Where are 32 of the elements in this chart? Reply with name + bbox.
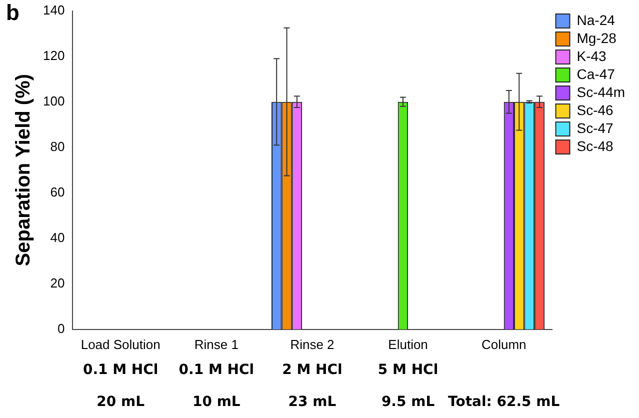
text: 20 mL bbox=[96, 394, 145, 410]
legend-label: K-43 bbox=[576, 48, 607, 64]
x-tick-label: Column bbox=[481, 336, 526, 352]
x-tick-label: Rinse 1 bbox=[194, 336, 238, 352]
text: 10 mL bbox=[192, 394, 240, 410]
y-tick-label: 60 bbox=[50, 184, 65, 200]
x-tick-label: Rinse 2 bbox=[290, 336, 334, 352]
y-tick-label: 100 bbox=[42, 93, 65, 108]
text: 2 M HCl bbox=[282, 362, 342, 378]
x-tick-label: Load Solution bbox=[80, 336, 160, 352]
y-tick-label: 20 bbox=[50, 275, 65, 290]
text: 5 M HCl bbox=[378, 362, 438, 378]
x-tick-label: Elution bbox=[388, 336, 428, 352]
legend-label: Mg-28 bbox=[576, 30, 617, 46]
text: 9.5 mL bbox=[381, 394, 435, 410]
legend-label: Sc-48 bbox=[576, 138, 614, 154]
legend-label: Sc-46 bbox=[576, 102, 614, 118]
legend-label: Ca-47 bbox=[576, 66, 616, 82]
legend-label: Sc-44m bbox=[576, 84, 625, 100]
legend-label: Sc-47 bbox=[576, 120, 614, 136]
y-tick-label: 120 bbox=[42, 48, 65, 63]
y-tick-label: 140 bbox=[42, 2, 65, 18]
chart-title: b bbox=[6, 0, 20, 26]
y-tick-label: 80 bbox=[50, 138, 65, 154]
y-tick-label: 0 bbox=[57, 320, 65, 336]
y-axis-title: Separation Yield (%) bbox=[12, 74, 35, 266]
text: 23 mL bbox=[288, 394, 336, 410]
text: 0.1 M HCl bbox=[82, 362, 158, 378]
legend-label: Na-24 bbox=[576, 12, 616, 28]
y-tick-label: 40 bbox=[50, 230, 65, 245]
text: 0.1 M HCl bbox=[178, 362, 254, 378]
text: Total: 62.5 mL bbox=[448, 394, 560, 410]
